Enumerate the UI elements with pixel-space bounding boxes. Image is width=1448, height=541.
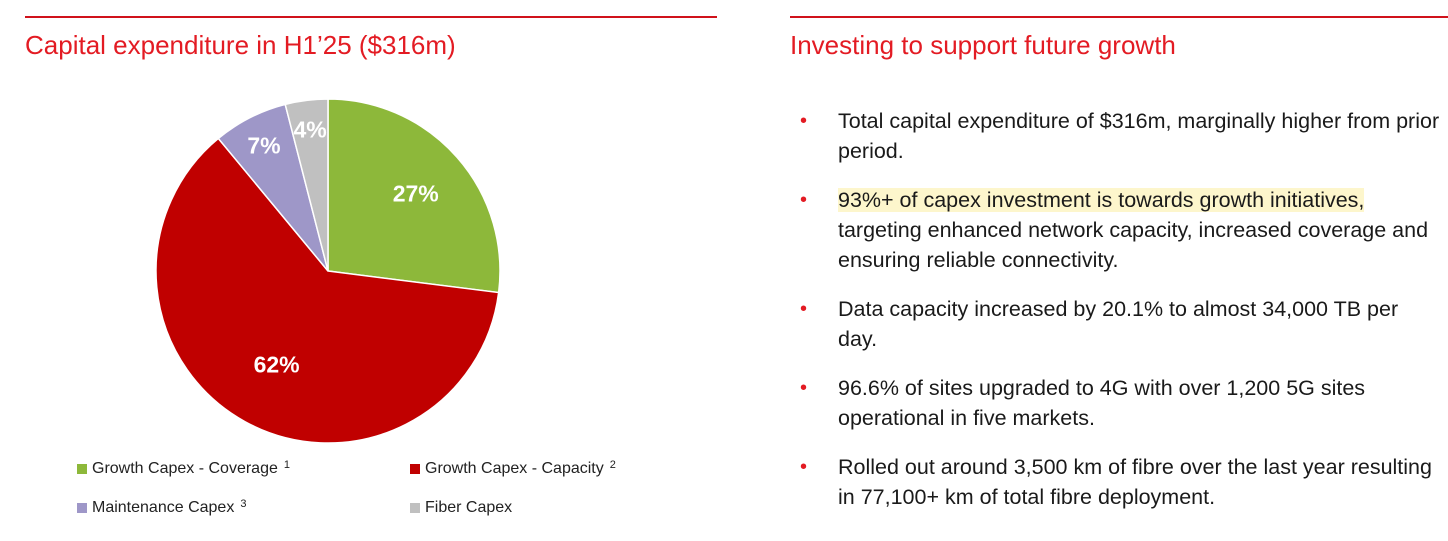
bullet-marker: • xyxy=(800,189,808,211)
legend-label: Maintenance Capex xyxy=(92,499,235,516)
pie-slice-growth-capex-coverage xyxy=(327,98,501,294)
bullet-item: • Rolled out around 3,500 km of fibre ove… xyxy=(800,452,1440,512)
pie-data-label: 7% xyxy=(247,132,280,158)
legend-item: Maintenance Capex 3 xyxy=(77,498,247,517)
highlighted-text: 93%+ of capex investment is towards grow… xyxy=(838,188,1365,212)
bullet-text: targeting enhanced network capacity, inc… xyxy=(838,218,1429,272)
bullet-text: 96.6% of sites upgraded to 4G with over … xyxy=(838,376,1366,430)
legend-swatch xyxy=(410,464,420,474)
pie-data-label: 4% xyxy=(293,116,326,142)
bullet-marker: • xyxy=(800,110,808,132)
capex-pie-chart: 27% 62% 7% 4% xyxy=(155,98,501,444)
legend-item: Fiber Capex xyxy=(410,499,512,517)
pie-data-label: 62% xyxy=(254,351,300,377)
legend-item: Growth Capex - Capacity 2 xyxy=(410,459,616,478)
pie-data-label: 27% xyxy=(393,181,439,207)
legend-item: Growth Capex - Coverage 1 xyxy=(77,459,290,478)
chart-title: Capital expenditure in H1’25 ($316m) xyxy=(25,30,456,60)
legend-label: Growth Capex - Capacity xyxy=(425,460,604,477)
right-header-rule xyxy=(790,16,1448,18)
bullet-item: • 93%+ of capex investment is towards gro… xyxy=(800,185,1440,275)
bullet-list: • Total capital expenditure of $316m, mar… xyxy=(800,106,1440,531)
bullet-text: Rolled out around 3,500 km of fibre over… xyxy=(838,455,1432,509)
legend-swatch xyxy=(410,503,420,513)
legend-label: Growth Capex - Coverage xyxy=(92,460,278,477)
bullet-marker: • xyxy=(800,298,808,320)
legend-label: Fiber Capex xyxy=(425,499,513,516)
section-title: Investing to support future growth xyxy=(790,30,1176,60)
pie-slice-fiber-capex xyxy=(284,98,329,272)
bullet-marker: • xyxy=(800,377,808,399)
legend-footnote: 1 xyxy=(283,459,290,471)
bullet-item: • Total capital expenditure of $316m, mar… xyxy=(800,106,1440,166)
legend-swatch xyxy=(77,503,87,513)
left-header-rule xyxy=(25,16,717,18)
bullet-text: Data capacity increased by 20.1% to almo… xyxy=(838,297,1399,351)
legend-footnote: 2 xyxy=(609,459,616,471)
legend-swatch xyxy=(77,464,87,474)
pie-slice-growth-capex-capacity xyxy=(155,137,500,444)
bullet-marker: • xyxy=(800,456,808,478)
bullet-item: • Data capacity increased by 20.1% to alm… xyxy=(800,294,1440,354)
bullet-text: Total capital expenditure of $316m, marg… xyxy=(838,109,1440,163)
bullet-item: • 96.6% of sites upgraded to 4G with over… xyxy=(800,373,1440,433)
legend-footnote: 3 xyxy=(240,498,247,510)
